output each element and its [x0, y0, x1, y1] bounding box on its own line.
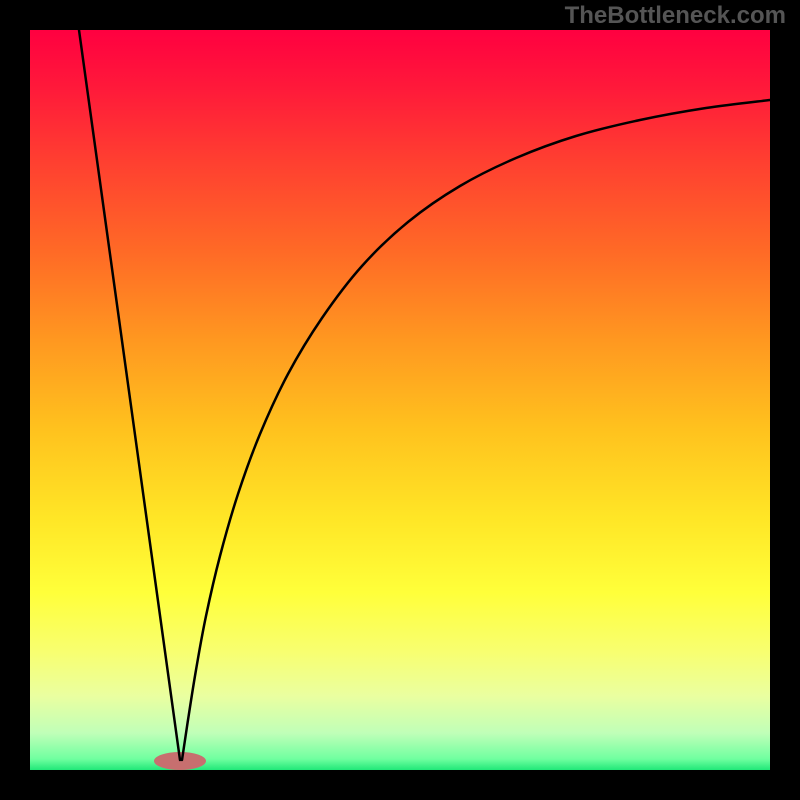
chart-viewport: TheBottleneck.com: [0, 0, 800, 800]
watermark-text: TheBottleneck.com: [565, 2, 786, 30]
chart-svg: [0, 0, 800, 800]
gradient-background: [30, 30, 770, 770]
